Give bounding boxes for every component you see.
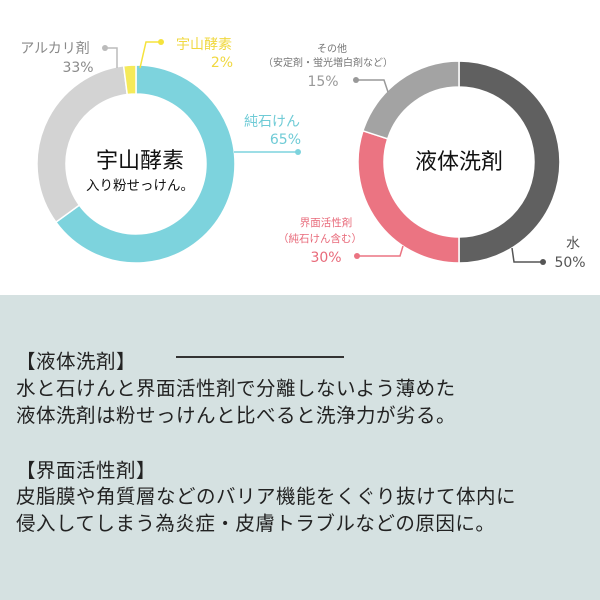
slice-label-alkali: アルカリ剤 <box>20 41 89 57</box>
liquid-heading: 【液体洗剤】 <box>16 350 137 373</box>
leader-line-surfactant <box>357 245 404 257</box>
donut-charts: アルカリ剤 33% 宇山酵素 2% 純石けん 65% 宇山酵素 入り粉せっけん。… <box>20 37 585 271</box>
leader-dot <box>540 259 546 265</box>
slice-label-soap: 純石けん <box>244 114 300 130</box>
liquid-line: 水と石けんと界面活性剤で分離しないよう薄めた <box>16 377 456 400</box>
slice-value-other: 15% <box>307 74 338 90</box>
leader-dot <box>353 77 359 83</box>
slice-value-alkali: 33% <box>62 60 93 76</box>
slice-sublabel-surfactant: （純石けん含む） <box>278 232 362 245</box>
liquid-line: 液体洗剤は粉せっけんと比べると洗浄力が劣る。 <box>16 404 457 427</box>
surfactant-line: 侵入してしまう為炎症・皮膚トラブルなどの原因に。 <box>16 512 496 535</box>
donut-slice <box>458 60 561 264</box>
donut-slice <box>361 60 460 140</box>
center-title-1: 宇山酵素 <box>96 149 184 174</box>
heading-rule <box>176 356 344 358</box>
slice-value-soap: 65% <box>270 132 301 148</box>
center-title-2: 液体洗剤 <box>415 150 503 175</box>
slice-sublabel-other: （安定剤・蛍光増白剤など） <box>263 56 393 69</box>
surfactant-line: 皮脂膜や角質層などのバリア機能をくぐり抜けて体内に <box>16 485 517 508</box>
slice-value-surfactant: 30% <box>310 250 341 266</box>
center-subtitle-1: 入り粉せっけん。 <box>86 178 194 194</box>
leader-dot <box>158 39 164 45</box>
leader-dot <box>354 253 360 259</box>
slice-value-enzyme: 2% <box>211 55 233 71</box>
leader-line-alkali <box>105 47 118 68</box>
notes-panel <box>0 295 600 600</box>
leader-dot <box>102 45 108 51</box>
slice-label-other: その他 <box>317 42 347 55</box>
slice-value-water: 50% <box>554 255 585 271</box>
donut-chart-powder-soap <box>36 64 236 264</box>
donut-slice <box>54 64 236 264</box>
leader-dot <box>295 149 301 155</box>
leader-dots <box>102 39 546 265</box>
donut-slice <box>36 64 129 224</box>
leader-line-water <box>511 247 542 263</box>
slice-label-surfactant: 界面活性剤 <box>300 216 353 229</box>
surfactant-heading: 【界面活性剤】 <box>16 459 157 482</box>
donut-chart-liquid-detergent <box>357 60 561 264</box>
donut-slice <box>122 64 137 96</box>
slice-label-enzyme: 宇山酵素 <box>176 37 232 53</box>
slice-label-water: 水 <box>566 236 580 252</box>
leader-lines-1 <box>105 41 542 263</box>
leader-line-other <box>356 79 389 93</box>
leader-line-enzyme <box>139 41 160 69</box>
